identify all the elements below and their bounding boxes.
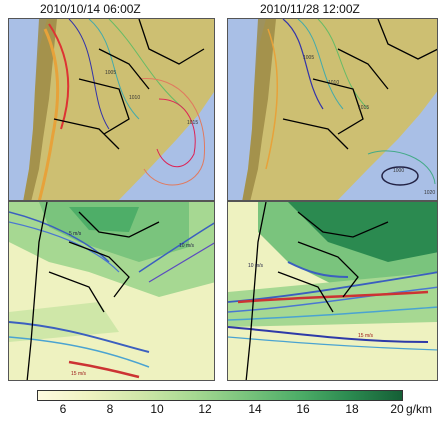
jet-label: 15 m/s xyxy=(358,333,374,339)
colorbar-tick: 8 xyxy=(106,402,114,416)
isobar xyxy=(282,19,324,110)
left-column-title: 2010/10/14 06:00Z xyxy=(40,2,141,16)
country-borders xyxy=(277,211,389,313)
contour-label: 1010 xyxy=(129,95,140,101)
jet-label: 15 m/s xyxy=(71,371,87,377)
isobar-high xyxy=(156,98,196,168)
right-column-title: 2010/11/28 12:00Z xyxy=(260,2,360,16)
colorbar-tick: 18 xyxy=(345,402,359,416)
isobar-low xyxy=(48,23,70,130)
country-borders xyxy=(53,19,205,150)
country-borders xyxy=(48,211,160,313)
colorbar-tick: 16 xyxy=(296,402,310,416)
isobar xyxy=(265,28,279,170)
jet-contour xyxy=(148,242,214,283)
moisture-max xyxy=(69,207,139,232)
jet-contour xyxy=(228,286,437,313)
isobar-low xyxy=(37,28,60,200)
jet-contour xyxy=(9,336,150,368)
jet-contour xyxy=(9,321,150,353)
isobar xyxy=(297,19,344,110)
low-pressure-center xyxy=(381,166,419,186)
jet-contour xyxy=(138,222,214,273)
jet-label: 10 m/s xyxy=(179,243,195,249)
colorbar-tick: 14 xyxy=(248,402,262,416)
isobar xyxy=(367,150,436,185)
contour-label: 1005 xyxy=(303,55,314,61)
colorbar-tick: 12 xyxy=(198,402,212,416)
map-panel-pressure-nov28: 1000 1005 1010 1015 1020 xyxy=(227,18,438,201)
colorbar xyxy=(37,390,403,401)
contour-label: 1000 xyxy=(393,168,404,174)
map-panel-moisture-oct14: 5 m/s 10 m/s 15 m/s xyxy=(8,201,215,381)
jet-contour xyxy=(9,221,120,273)
contour-label: 1005 xyxy=(105,70,116,76)
colorbar-tick: 20 xyxy=(390,402,404,416)
contour-label: 1020 xyxy=(424,190,435,196)
isobar-high xyxy=(138,78,206,186)
andes-region xyxy=(23,19,57,200)
coastline xyxy=(245,202,267,380)
moisture-field xyxy=(39,202,189,262)
jet-label: 10 m/s xyxy=(248,263,264,269)
jet-contour xyxy=(287,261,349,278)
land-south-america xyxy=(242,19,437,200)
jet-core xyxy=(68,360,140,379)
moisture-max xyxy=(288,202,437,262)
moisture-field xyxy=(228,272,437,327)
isobar xyxy=(317,19,369,110)
map-panel-moisture-nov28: 10 m/s 15 m/s xyxy=(227,201,438,381)
isobar xyxy=(68,19,110,130)
jet-contour xyxy=(9,211,110,263)
colorbar-tick: 10 xyxy=(150,402,164,416)
contour-label: 1010 xyxy=(328,80,339,86)
contour-label: 1015 xyxy=(358,105,369,111)
andes-region xyxy=(242,19,276,200)
map-panel-pressure-oct14: 1005 1010 1015 xyxy=(8,18,215,201)
jet-contour xyxy=(228,306,437,321)
country-borders xyxy=(282,19,437,150)
isobar xyxy=(88,19,140,120)
jet-core xyxy=(237,290,429,304)
coastline xyxy=(26,202,48,380)
jet-contour xyxy=(228,326,429,343)
contour-label: 1015 xyxy=(187,120,198,126)
moisture-field xyxy=(9,302,119,342)
colorbar-unit: g/km xyxy=(406,402,433,416)
jet-label: 5 m/s xyxy=(69,231,82,237)
land-south-america xyxy=(23,19,214,200)
colorbar-tick: 6 xyxy=(59,402,67,416)
isobar xyxy=(108,19,185,110)
